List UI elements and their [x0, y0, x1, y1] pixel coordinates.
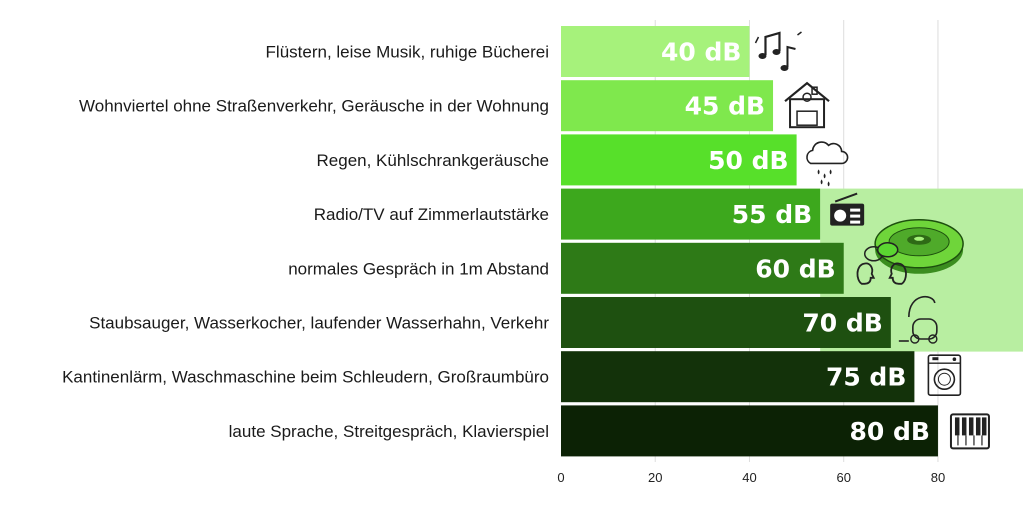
- washing-machine-icon: [927, 354, 962, 397]
- category-label: normales Gespräch in 1m Abstand: [288, 259, 549, 278]
- category-label: laute Sprache, Streitgespräch, Klaviersp…: [229, 422, 549, 441]
- x-tick-label: 40: [742, 470, 756, 485]
- bar-value-label: 55 dB: [732, 200, 812, 229]
- house-icon: [784, 81, 830, 129]
- bar: [561, 80, 774, 132]
- bar-value-label: 75 dB: [826, 363, 906, 392]
- bar-value-label: 70 dB: [802, 309, 882, 338]
- bar-value-label: 45 dB: [685, 92, 765, 121]
- category-label: Radio/TV auf Zimmerlautstärke: [314, 205, 549, 224]
- bars: 40 dB 45 dB 50 dB 55 dB 60 dB 70 dB 75 dB 80 dB: [561, 26, 938, 457]
- vacuum-cleaner-icon: [898, 295, 938, 344]
- bar: [561, 26, 750, 77]
- x-tick-label: 20: [648, 470, 662, 485]
- x-tick-label: 0: [557, 470, 564, 485]
- radio-icon: [830, 192, 865, 226]
- category-label: Regen, Kühlschrankgeräusche: [317, 151, 549, 170]
- bar: [561, 188, 821, 240]
- music-notes-icon: [754, 31, 802, 71]
- category-label: Staubsauger, Wasserkocher, laufender Was…: [89, 314, 549, 333]
- bar-value-label: 60 dB: [755, 254, 835, 283]
- bar-value-label: 40 dB: [661, 38, 741, 67]
- bar: [561, 405, 938, 457]
- piano-icon: [949, 413, 990, 450]
- icons: [754, 31, 990, 450]
- bar: [561, 297, 891, 348]
- bar: [561, 351, 915, 403]
- x-axis-ticks: 0 20 40 60 80: [557, 470, 945, 485]
- category-label: Flüstern, leise Musik, ruhige Bücherei: [266, 43, 549, 62]
- x-tick-label: 80: [931, 470, 945, 485]
- category-label: Kantinenlärm, Waschmaschine beim Schleud…: [62, 368, 549, 387]
- bar-value-label: 50 dB: [708, 146, 788, 175]
- bar-value-label: 80 dB: [850, 417, 930, 446]
- category-labels: Flüstern, leise Musik, ruhige Bücherei Wo…: [62, 43, 549, 441]
- robot-vacuum-icon: [874, 219, 964, 274]
- category-label: Wohnviertel ohne Straßenverkehr, Geräusc…: [79, 97, 549, 116]
- x-tick-label: 60: [836, 470, 850, 485]
- bar: [561, 242, 844, 294]
- bar: [561, 134, 797, 186]
- rain-cloud-icon: [806, 141, 849, 187]
- conversation-icon: [856, 242, 907, 285]
